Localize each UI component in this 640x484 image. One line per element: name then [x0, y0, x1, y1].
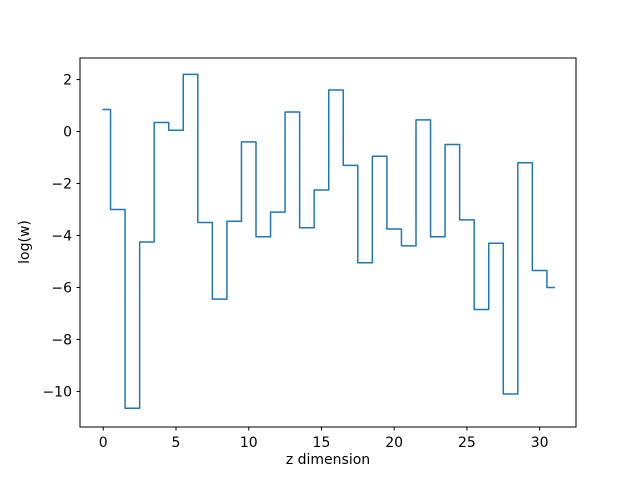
x-tick-label: 0: [99, 435, 108, 451]
x-tick-label: 5: [172, 435, 181, 451]
y-tick-label: −6: [51, 280, 72, 296]
step-line: [102, 73, 555, 410]
y-tick-label: −8: [51, 332, 72, 348]
x-tick-label: 15: [313, 435, 331, 451]
x-tick-label: 30: [531, 435, 549, 451]
y-tick-label: 0: [63, 125, 72, 141]
y-tick-label: −4: [51, 228, 72, 244]
y-tick-label: 2: [63, 73, 72, 89]
y-tick-label: −2: [51, 177, 72, 193]
x-tick-label: 25: [458, 435, 476, 451]
x-tick-label: 10: [240, 435, 258, 451]
x-tick-label: 20: [385, 435, 403, 451]
axes-frame: [79, 57, 577, 428]
y-axis-label: log(w): [17, 220, 33, 264]
y-tick-label: −10: [42, 384, 72, 400]
x-axis-label: z dimension: [286, 452, 370, 468]
